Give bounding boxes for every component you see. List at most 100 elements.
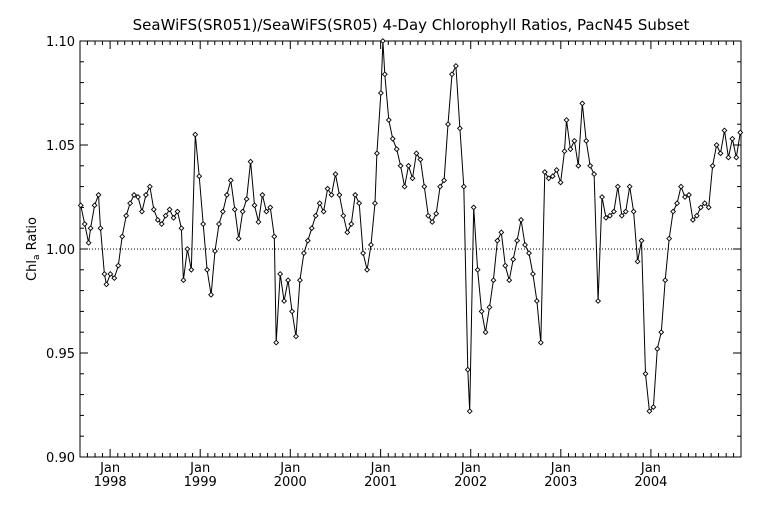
data-point-marker <box>610 208 617 215</box>
data-point-marker <box>729 135 736 142</box>
data-point-marker <box>231 206 238 213</box>
data-point-marker <box>192 131 199 138</box>
data-point-marker <box>441 177 448 184</box>
data-point-marker <box>204 266 211 273</box>
data-point-marker <box>474 266 481 273</box>
data-point-marker <box>123 212 130 219</box>
data-point-marker <box>119 233 126 240</box>
data-point-marker <box>452 63 459 69</box>
data-point-marker <box>433 210 440 217</box>
data-point-marker <box>332 171 339 178</box>
data-point-marker <box>693 212 700 219</box>
data-point-marker <box>437 183 444 190</box>
data-point-marker <box>482 329 489 336</box>
data-point-marker <box>91 202 98 209</box>
x-axis-ticks: Jan1998Jan1999Jan2000Jan2001Jan2002Jan20… <box>79 41 735 490</box>
data-point-marker <box>470 204 477 211</box>
data-point-marker <box>725 154 732 161</box>
data-point-marker <box>654 345 661 352</box>
data-point-marker <box>490 277 497 284</box>
data-point-marker <box>563 117 570 123</box>
data-point-marker <box>717 150 724 157</box>
data-point-marker <box>689 216 696 223</box>
data-point-marker <box>638 237 645 244</box>
data-point-marker <box>103 281 110 288</box>
data-point-marker <box>478 308 485 315</box>
data-point-marker <box>405 162 412 169</box>
data-point-marker <box>328 191 335 198</box>
series-markers <box>77 38 744 415</box>
data-point-marker <box>178 225 185 232</box>
data-point-marker <box>606 212 613 219</box>
data-point-marker <box>77 202 84 209</box>
data-point-marker <box>107 271 114 277</box>
data-point-marker <box>425 212 432 219</box>
y-axis-label: Chla Ratio <box>25 217 42 281</box>
data-point-marker <box>685 191 692 198</box>
data-point-marker <box>674 200 681 207</box>
data-point-marker <box>579 100 586 107</box>
data-point-marker <box>127 200 134 207</box>
data-point-marker <box>142 191 149 198</box>
y-tick-label: 0.95 <box>46 347 75 362</box>
data-point-marker <box>626 183 633 190</box>
data-point-marker <box>255 219 262 225</box>
data-point-marker <box>449 71 455 78</box>
x-tick-year-label: 2001 <box>364 475 397 490</box>
data-point-marker <box>352 191 359 198</box>
data-point-marker <box>701 200 708 207</box>
data-point-marker <box>267 204 274 211</box>
y-axis-label-subscript: a <box>32 255 42 261</box>
data-point-marker <box>170 214 177 221</box>
data-point-marker <box>697 204 704 211</box>
y-tick-label: 1.05 <box>46 139 75 154</box>
data-point-marker <box>541 169 548 175</box>
x-tick-year-label: 1998 <box>94 475 127 490</box>
data-point-marker <box>713 142 720 148</box>
data-point-marker <box>502 262 509 269</box>
data-point-marker <box>377 90 384 96</box>
data-point-marker <box>184 246 191 252</box>
data-point-marker <box>662 277 669 284</box>
data-point-marker <box>486 304 493 311</box>
data-point-marker <box>223 191 230 198</box>
data-point-marker <box>372 200 378 207</box>
data-point-marker <box>293 333 299 340</box>
data-point-marker <box>429 219 436 225</box>
x-tick-year-label: 2002 <box>454 475 487 490</box>
data-point-marker <box>111 275 118 282</box>
data-point-marker <box>646 408 653 415</box>
x-tick-month-label: Jan <box>640 461 661 476</box>
data-point-marker <box>336 191 343 198</box>
data-point-marker <box>537 339 544 346</box>
data-point-marker <box>514 237 521 244</box>
data-point-marker <box>139 208 145 215</box>
data-point-marker <box>460 183 467 190</box>
data-point-marker <box>166 206 173 213</box>
data-point-marker <box>95 191 102 198</box>
data-point-marker <box>285 277 292 284</box>
data-point-marker <box>571 137 578 144</box>
data-point-marker <box>146 183 153 190</box>
data-point-marker <box>618 212 625 219</box>
data-point-marker <box>85 239 92 246</box>
data-point-marker <box>583 137 590 144</box>
data-point-marker <box>603 214 609 221</box>
chart-title: SeaWiFS(SR051)/SeaWiFS(SR05) 4-Day Chlor… <box>133 16 690 34</box>
data-point-marker <box>413 150 420 157</box>
x-tick-month-label: Jan <box>370 461 391 476</box>
data-point-marker <box>614 183 621 190</box>
data-point-marker <box>456 125 463 132</box>
y-axis-label-rest: Ratio <box>25 217 40 255</box>
data-point-marker <box>273 339 280 346</box>
data-point-marker <box>101 271 108 277</box>
y-axis-label-main: Chl <box>25 260 40 281</box>
data-point-marker <box>533 298 540 304</box>
data-point-marker <box>300 250 307 257</box>
data-point-marker <box>235 235 242 242</box>
data-point-marker <box>131 191 137 198</box>
data-point-marker <box>81 221 88 227</box>
data-point-marker <box>340 212 347 219</box>
data-point-marker <box>650 404 657 411</box>
